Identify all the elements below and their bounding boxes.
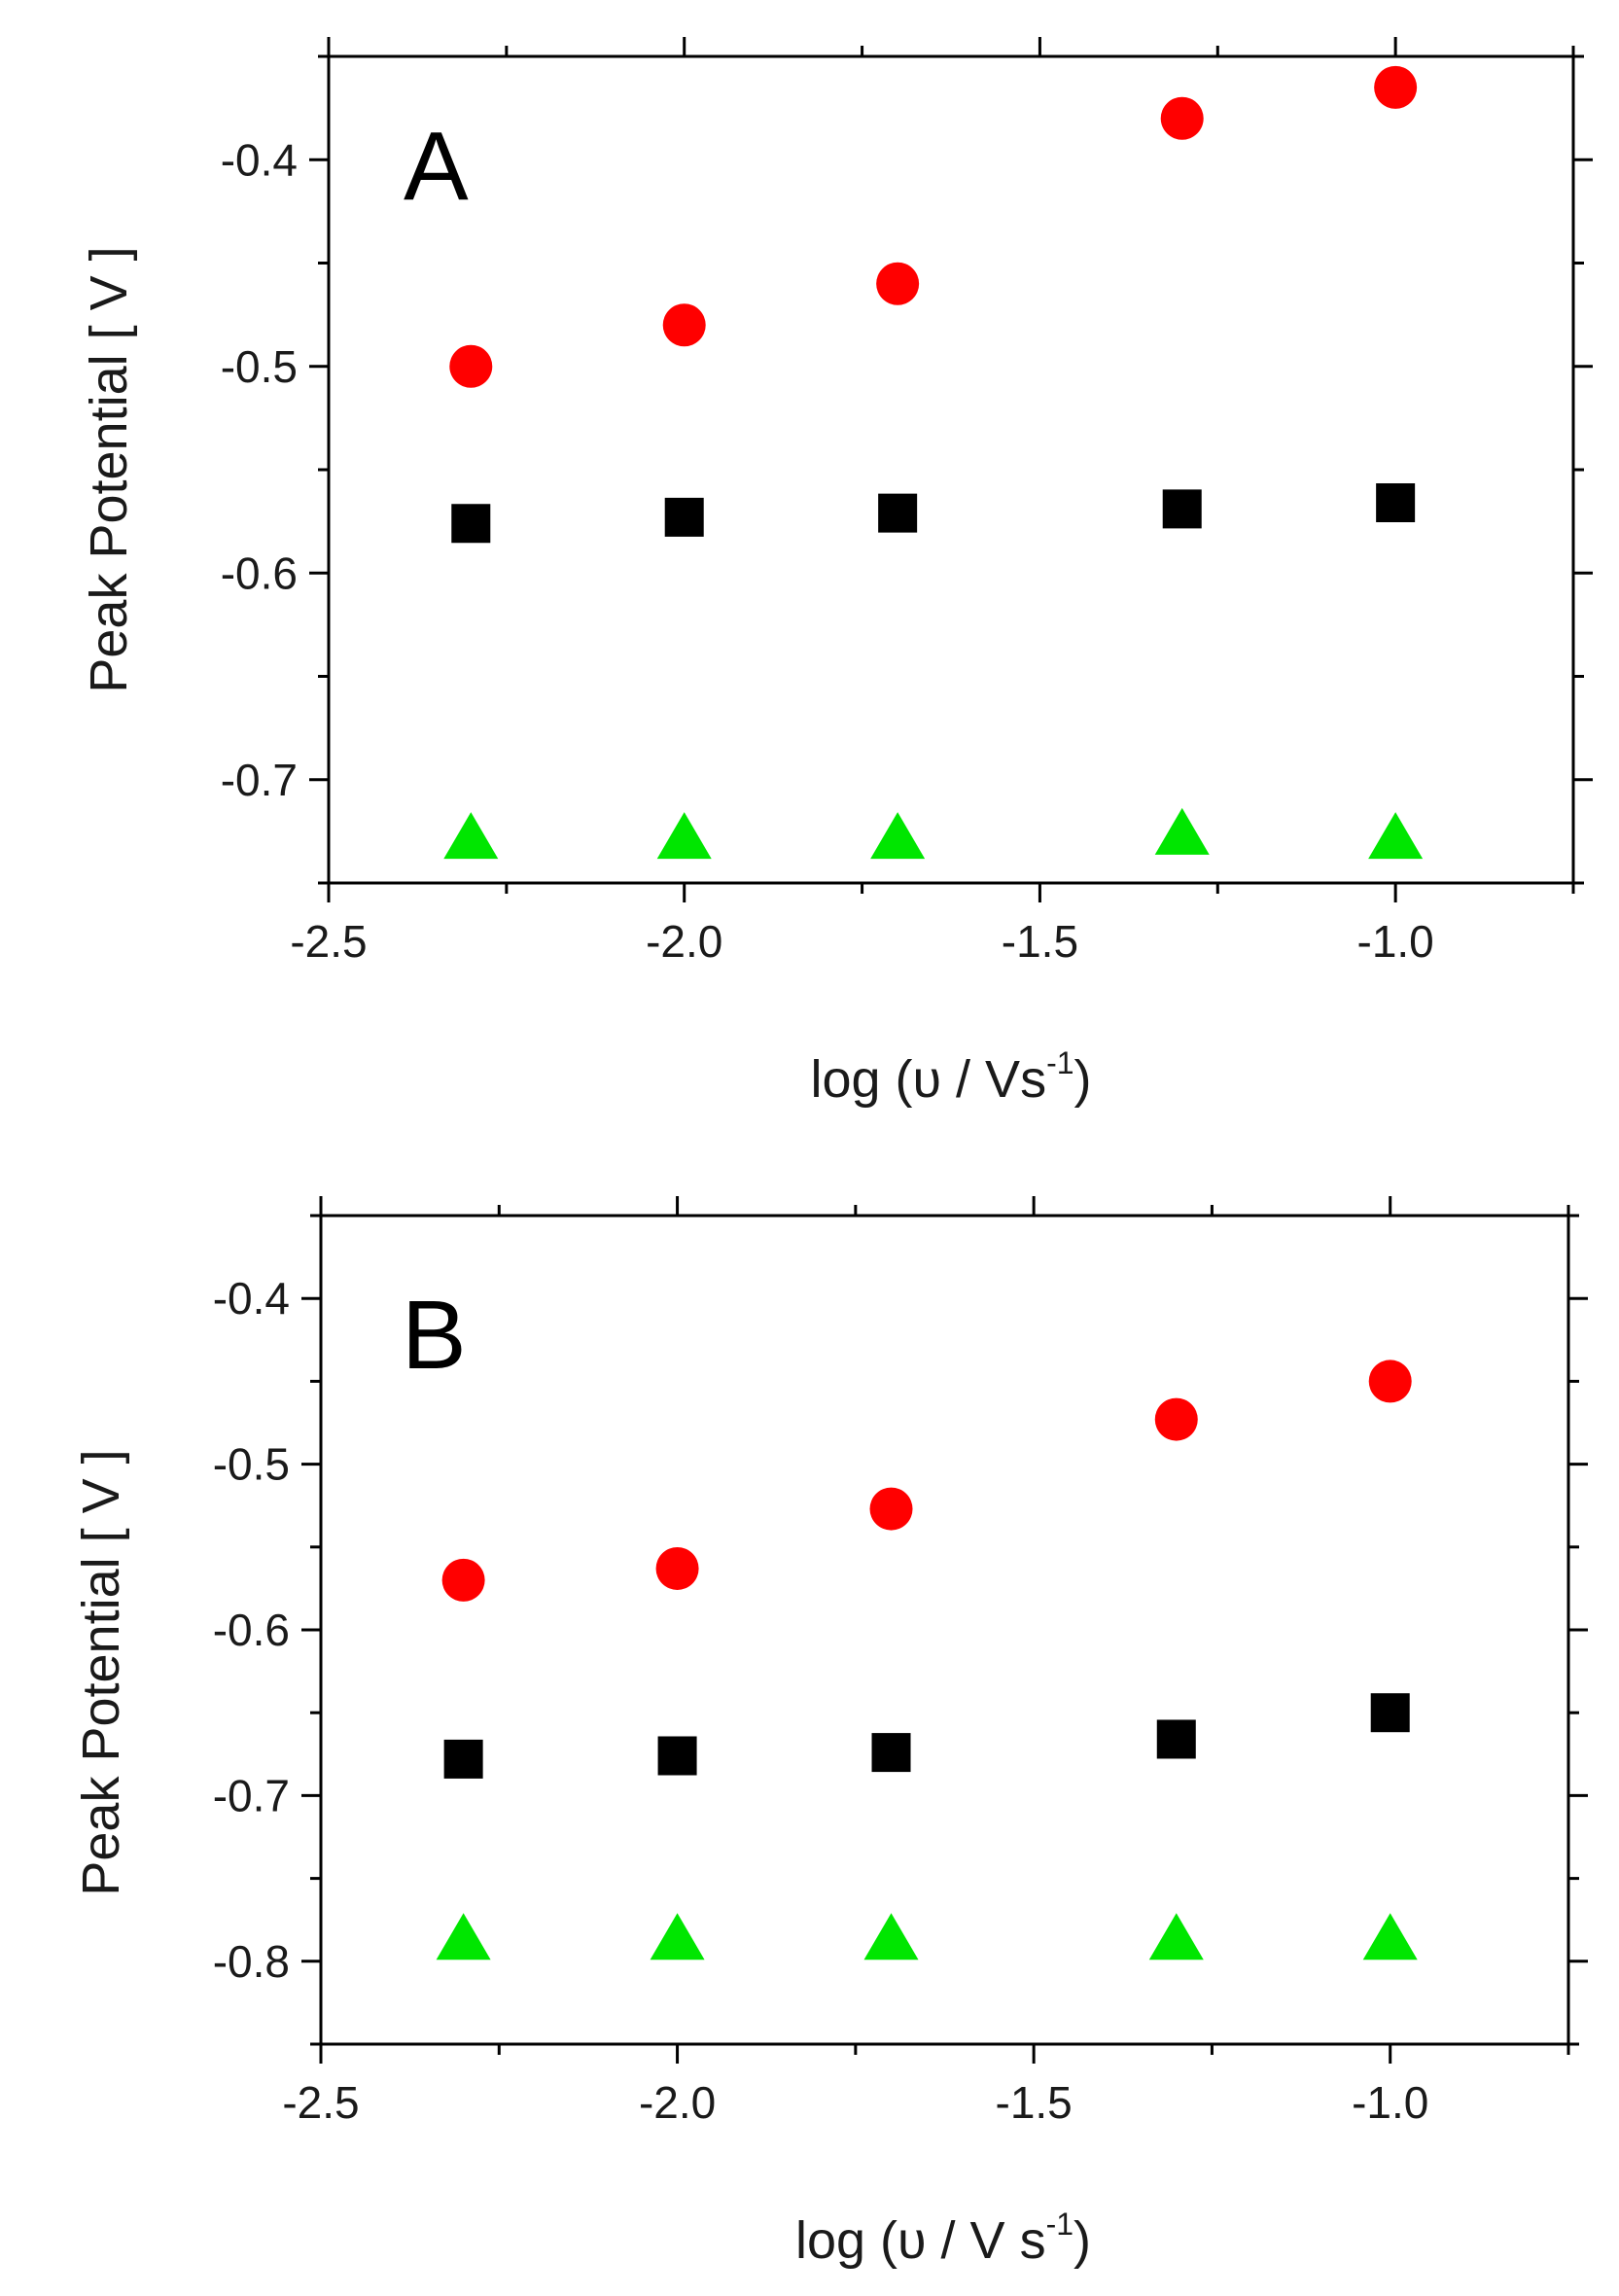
tick-labels-a: -2.5 -2.0 -1.5 -1.0 -0.7 -0.6 -0.5 -0.4 xyxy=(221,134,1434,967)
data-point-square-b xyxy=(871,1733,911,1773)
data-point-circle-b xyxy=(869,1487,913,1531)
y-tick-label-a: -0.5 xyxy=(221,341,298,392)
x-tick-label-a: -2.0 xyxy=(646,916,722,967)
data-point-square-a xyxy=(664,497,704,537)
x-tick-label-b: -2.0 xyxy=(639,2077,716,2128)
tick-labels-b: -2.5 -2.0 -1.5 -1.0 -0.8 -0.7 -0.6 -0.5 -0.4 xyxy=(213,1273,1429,2128)
x-tick-label-b: -1.5 xyxy=(996,2077,1073,2128)
data-point-circle-a xyxy=(1374,65,1418,109)
data-point-triangle-a xyxy=(870,812,926,860)
data-point-triangle-a xyxy=(1368,812,1424,860)
data-point-square-b xyxy=(1156,1719,1196,1759)
data-point-circle-a xyxy=(876,262,920,305)
chart-panel-a: -2.5 -2.0 -1.5 -1.0 -0.7 -0.6 -0.5 -0.4 A Peak … xyxy=(80,37,1593,1109)
data-marks-b xyxy=(436,1360,1418,1960)
x-axis-title-a-sup: -1 xyxy=(1046,1045,1073,1080)
x-axis-title-b-main: log (υ / V s xyxy=(795,2211,1046,2270)
panel-label-a: A xyxy=(404,112,469,221)
axis-ticks-b xyxy=(301,1196,1588,2064)
data-point-circle-b xyxy=(1368,1360,1412,1403)
x-axis-title-b-end: ) xyxy=(1073,2211,1091,2270)
data-point-square-b xyxy=(657,1736,697,1776)
x-tick-label-a: -1.0 xyxy=(1357,916,1434,967)
data-point-triangle-b xyxy=(650,1913,705,1960)
data-point-circle-a xyxy=(662,303,706,347)
y-tick-label-a: -0.4 xyxy=(221,134,298,185)
data-point-square-a xyxy=(878,493,918,533)
data-point-circle-a xyxy=(1160,96,1204,140)
y-tick-label-a: -0.7 xyxy=(221,755,298,805)
data-marks-a xyxy=(443,65,1424,860)
data-point-triangle-b xyxy=(1362,1913,1418,1960)
data-point-triangle-a xyxy=(443,812,499,860)
y-tick-label-a: -0.6 xyxy=(221,548,298,598)
y-tick-label-b: -0.7 xyxy=(213,1770,290,1820)
data-point-triangle-b xyxy=(436,1913,491,1960)
chart-panel-b: -2.5 -2.0 -1.5 -1.0 -0.8 -0.7 -0.6 -0.5 -0.4 B P… xyxy=(72,1196,1588,2270)
data-point-square-b xyxy=(443,1739,483,1779)
x-axis-title-a-end: ) xyxy=(1074,1050,1092,1109)
x-axis-title-a-main: log (υ / Vs xyxy=(810,1050,1046,1109)
data-point-square-a xyxy=(1376,483,1416,522)
y-tick-label-b: -0.8 xyxy=(213,1936,290,1987)
y-axis-title-b: Peak Potential [ V ] xyxy=(72,1449,130,1895)
y-tick-label-b: -0.5 xyxy=(213,1439,290,1490)
data-point-circle-a xyxy=(449,344,493,388)
data-point-circle-b xyxy=(441,1558,485,1602)
x-axis-title-b: log (υ / V s-1) xyxy=(795,2207,1091,2270)
data-point-triangle-b xyxy=(1148,1913,1204,1960)
x-axis-title-b-sup: -1 xyxy=(1046,2207,1073,2242)
x-tick-label-b: -1.0 xyxy=(1352,2077,1428,2128)
data-point-circle-b xyxy=(1154,1397,1198,1441)
data-point-triangle-a xyxy=(656,812,712,860)
y-tick-label-b: -0.4 xyxy=(213,1273,290,1324)
data-point-circle-b xyxy=(655,1546,699,1590)
panel-label-b: B xyxy=(402,1281,467,1390)
data-point-square-a xyxy=(1162,489,1202,529)
data-point-square-b xyxy=(1370,1693,1410,1733)
data-point-square-a xyxy=(451,504,491,544)
axis-ticks-a xyxy=(309,37,1593,902)
plot-frame-a xyxy=(327,54,1575,885)
x-tick-label-b: -2.5 xyxy=(282,2077,359,2128)
x-tick-label-a: -2.5 xyxy=(290,916,367,967)
x-axis-title-a: log (υ / Vs-1) xyxy=(810,1045,1091,1109)
plot-frame-b xyxy=(319,1214,1570,2046)
x-tick-label-a: -1.5 xyxy=(1002,916,1078,967)
data-point-triangle-b xyxy=(863,1913,919,1960)
y-axis-title-a: Peak Potential [ V ] xyxy=(80,246,138,692)
y-tick-label-b: -0.6 xyxy=(213,1605,290,1655)
data-point-triangle-a xyxy=(1154,807,1210,855)
